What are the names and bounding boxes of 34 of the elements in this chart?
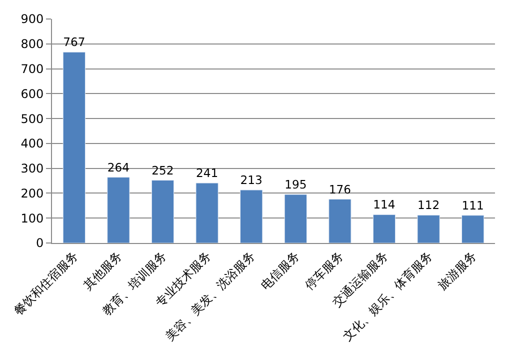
y-tick-label: 700 — [20, 62, 44, 76]
bar — [151, 180, 174, 243]
data-label: 264 — [107, 160, 130, 174]
bar — [240, 190, 263, 243]
bar — [284, 194, 307, 243]
y-tick-label: 100 — [20, 211, 44, 226]
data-label: 112 — [417, 198, 440, 212]
bar — [107, 177, 130, 243]
data-label: 176 — [328, 182, 352, 196]
y-tick-label: 900 — [20, 12, 44, 26]
bar — [62, 52, 86, 243]
x-tick-label: 旅游服务 — [435, 248, 480, 293]
y-tick-label: 400 — [20, 136, 44, 151]
bar — [328, 198, 352, 243]
y-tick-label: 300 — [20, 162, 44, 176]
y-tick-label: 500 — [20, 112, 44, 126]
data-label: 767 — [63, 35, 86, 50]
data-label: 213 — [240, 173, 262, 188]
x-tick-label: 餐饮和住宿服务 — [11, 248, 81, 318]
y-tick-label: 800 — [20, 37, 44, 52]
data-label: 195 — [284, 178, 307, 192]
bar — [462, 215, 484, 243]
data-label: 252 — [152, 163, 174, 178]
y-tick-label: 600 — [20, 86, 44, 101]
bar — [372, 214, 396, 243]
bar — [417, 214, 440, 243]
data-label: 241 — [196, 166, 218, 180]
bar — [196, 182, 218, 243]
x-tick-label: 其他服务 — [80, 248, 125, 293]
y-tick-label: 0 — [36, 236, 44, 250]
x-tick-label: 电信服务 — [258, 248, 302, 293]
data-label: 111 — [462, 198, 484, 212]
y-tick-label: 200 — [20, 186, 44, 200]
data-label: 114 — [373, 198, 396, 212]
